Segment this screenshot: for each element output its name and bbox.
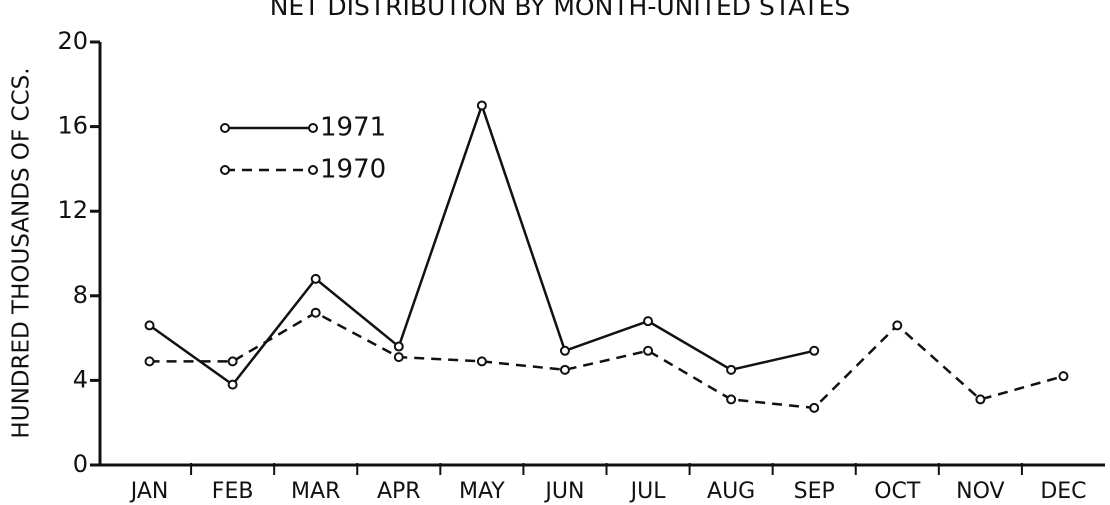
series-marker: [643, 316, 654, 327]
x-tick-label: JUN: [543, 479, 584, 504]
series-marker: [393, 352, 404, 363]
x-tick-label: AUG: [707, 479, 755, 504]
series-marker: [892, 320, 903, 331]
series-marker: [726, 394, 737, 405]
series-marker: [726, 364, 737, 375]
y-tick-label: 20: [57, 27, 88, 55]
series-marker: [227, 356, 238, 367]
legend-marker: [220, 123, 230, 133]
x-tick-label: NOV: [956, 479, 1004, 504]
series-marker: [476, 100, 487, 111]
y-tick-label: 8: [73, 281, 88, 309]
y-tick-label: 12: [57, 196, 88, 224]
series-marker: [144, 356, 155, 367]
x-tick-label: MAR: [291, 479, 340, 504]
chart-title: NET DISTRIBUTION BY MONTH-UNITED STATES: [270, 0, 851, 21]
series-line: [148, 101, 815, 387]
series-marker: [310, 273, 321, 284]
series-marker: [476, 356, 487, 367]
y-tick-label: 4: [73, 365, 88, 393]
series-marker: [144, 320, 155, 331]
legend-label: 1970: [320, 155, 386, 185]
legend-marker: [220, 165, 230, 175]
x-tick-label: FEB: [212, 479, 254, 504]
series-marker: [393, 341, 404, 352]
series-marker: [227, 379, 238, 390]
y-axis-label: HUNDRED THOUSANDS OF CCS.: [9, 67, 35, 438]
x-tick-label: JUL: [629, 479, 667, 504]
legend-marker: [308, 165, 318, 175]
legend-marker: [308, 123, 318, 133]
series-marker: [559, 364, 570, 375]
y-tick-label: 16: [57, 112, 88, 140]
series-marker: [975, 394, 986, 405]
y-tick-label: 0: [73, 450, 88, 478]
series-line: [149, 311, 1064, 410]
x-tick-label: JAN: [129, 479, 169, 504]
series-marker: [809, 345, 820, 356]
series-marker: [809, 402, 820, 413]
series-marker: [1058, 371, 1069, 382]
x-tick-label: SEP: [794, 479, 835, 504]
series-marker: [310, 307, 321, 318]
legend-label: 1971: [320, 113, 386, 143]
series-marker: [643, 345, 654, 356]
series-marker: [559, 345, 570, 356]
x-tick-label: APR: [377, 479, 421, 504]
x-tick-label: OCT: [874, 479, 921, 504]
x-tick-label: MAY: [459, 479, 505, 504]
x-tick-label: DEC: [1040, 479, 1086, 504]
